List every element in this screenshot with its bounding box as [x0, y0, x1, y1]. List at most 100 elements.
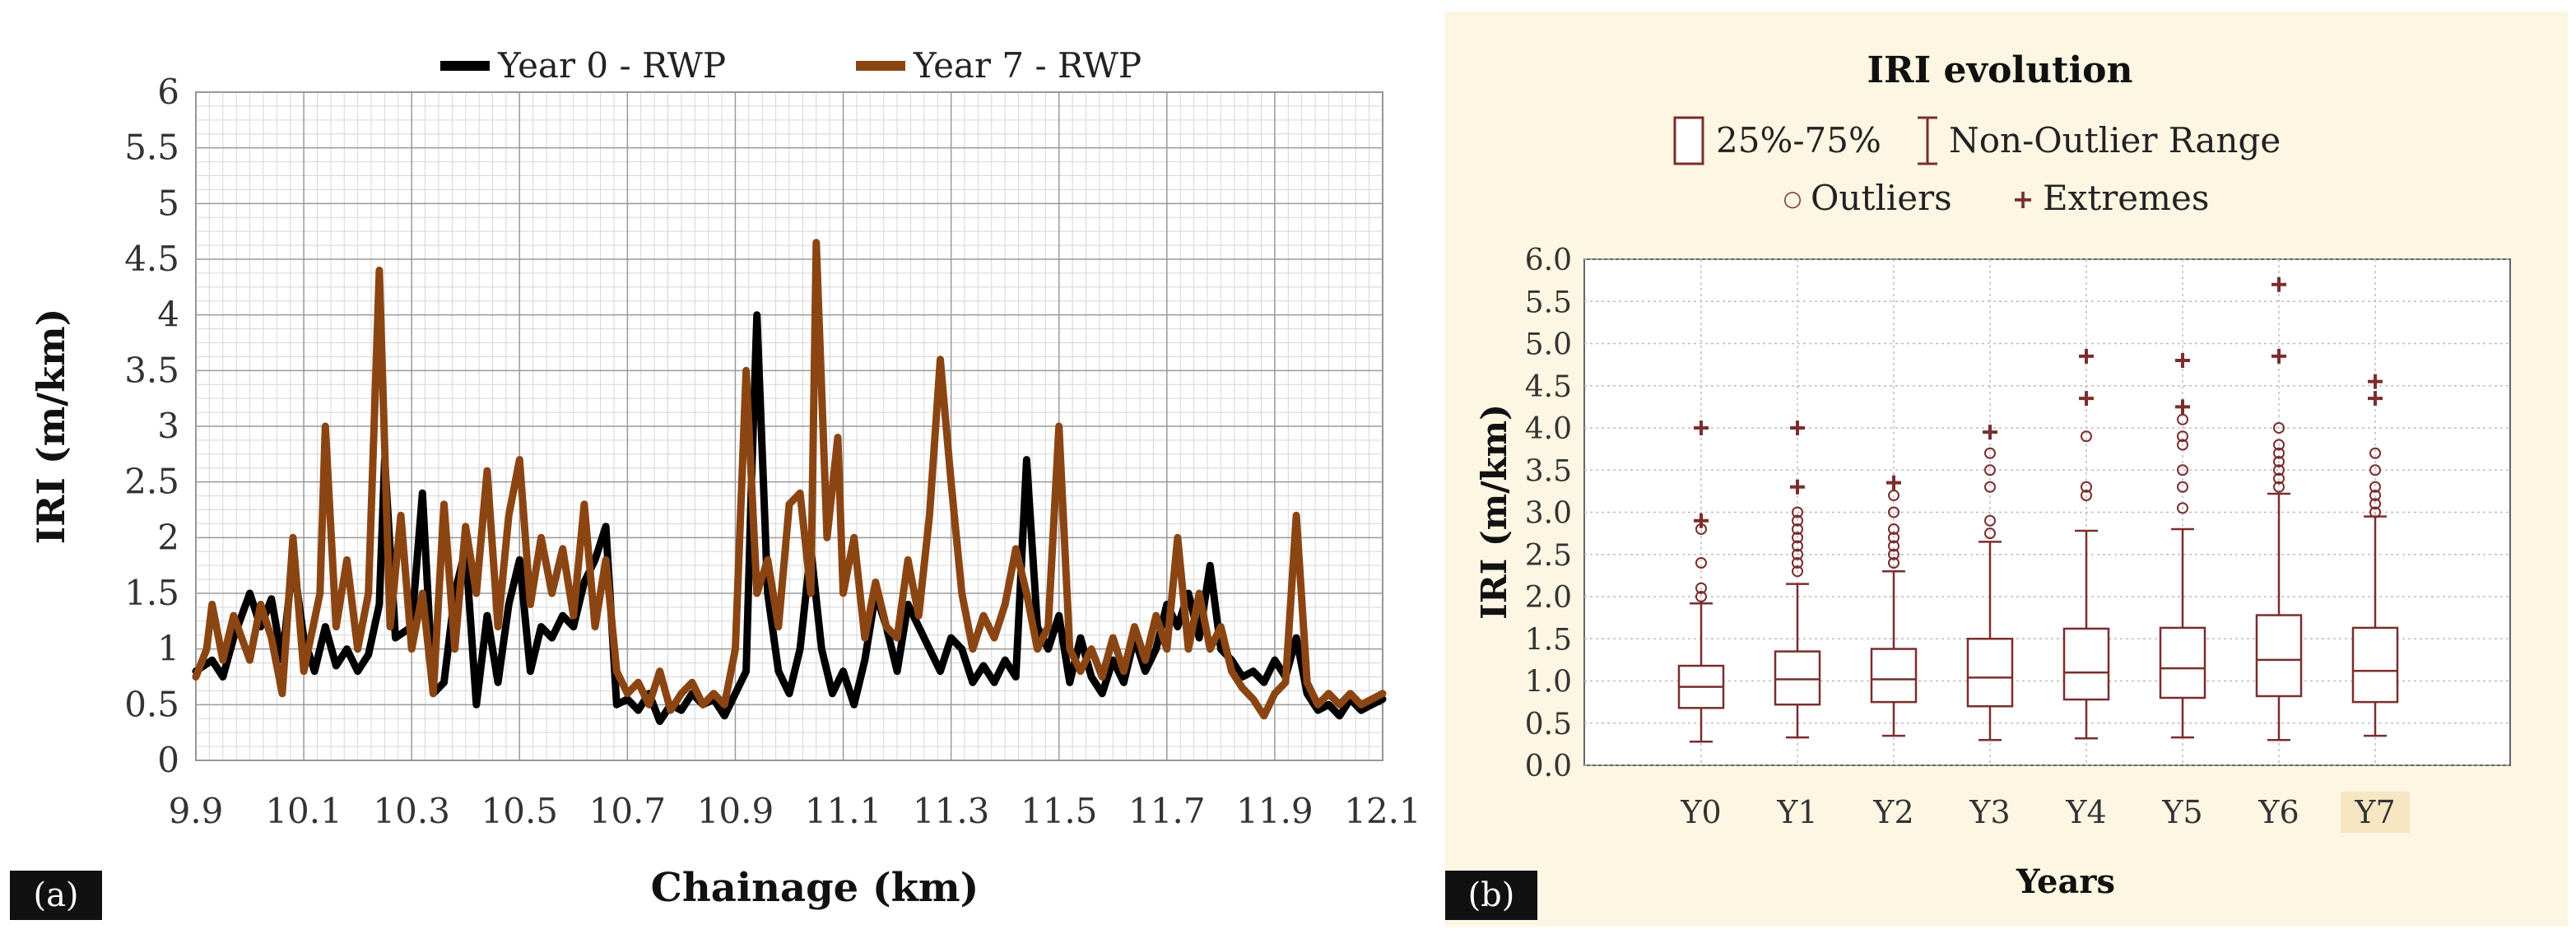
panel-a-series — [192, 239, 1387, 726]
outlier-point — [1984, 481, 1996, 493]
outlier-point — [2273, 422, 2285, 434]
outlier-point — [2369, 498, 2381, 510]
outlier-point — [1792, 532, 1803, 544]
x-tick-label: 10.3 — [373, 791, 450, 831]
panel-b-label: (b) — [1468, 876, 1515, 914]
outlier-point — [2081, 430, 2092, 443]
extreme-point — [2175, 399, 2190, 415]
y-tick-label: 1.5 — [1525, 623, 1572, 657]
iqr-box — [2062, 627, 2110, 701]
outlier-point — [1888, 506, 1899, 518]
legend-box-icon — [1673, 116, 1704, 165]
outlier-point — [2273, 447, 2285, 459]
y-tick-label: 4.5 — [124, 239, 179, 279]
outlier-point — [1695, 591, 1707, 602]
y-tick-label: 3 — [157, 406, 179, 446]
box-y6 — [2255, 276, 2303, 741]
y-tick-label: 0.5 — [124, 684, 179, 724]
y-tick-label: 2 — [157, 517, 179, 557]
extreme-point — [1983, 425, 1997, 440]
outlier-point — [1792, 557, 1803, 569]
outlier-point — [1792, 506, 1803, 518]
box-y3 — [1966, 425, 2014, 741]
outlier-point — [2369, 506, 2381, 518]
outlier-point — [2081, 481, 2092, 493]
panel-b-title: IRI evolution — [1867, 49, 2132, 91]
x-tick-label: 10.9 — [697, 791, 774, 831]
outlier-point — [1695, 557, 1707, 569]
legend-label-year7: Year 7 - RWP — [913, 45, 1142, 86]
x-tick-label: 11.1 — [805, 791, 882, 831]
extreme-point — [2175, 353, 2190, 368]
extreme-point — [2271, 276, 2286, 292]
y-tick-label: 4.0 — [1525, 412, 1572, 446]
extreme-point — [1790, 479, 1805, 495]
legend-outlier-label: Outliers — [1811, 178, 1952, 218]
panel-a-y-axis-title: IRI (m/km) — [29, 309, 73, 545]
x-tick-label: 9.9 — [169, 791, 224, 831]
y-tick-label: 3.0 — [1525, 497, 1572, 531]
x-tick-label: 11.5 — [1021, 791, 1098, 831]
y-tick-label: 5.5 — [124, 128, 179, 168]
panel-a-label: (a) — [33, 876, 78, 914]
legend-whisker-label: Non-Outlier Range — [1949, 120, 2281, 160]
y-tick-label: 2.5 — [1525, 539, 1572, 573]
outlier-point — [2177, 413, 2188, 425]
panel-a-line-chart: Year 0 - RWP Year 7 - RWP 00.511.522.533… — [10, 45, 1421, 920]
legend-label-year0: Year 0 - RWP — [497, 45, 726, 86]
iqr-box — [1966, 638, 2014, 708]
panel-b-legend: 25%-75% Non-Outlier Range ○ Outliers + E… — [1673, 116, 2281, 218]
y-tick-label: 2.5 — [124, 462, 179, 502]
panel-a-y-tick-labels: 0 0.5 1 1.5 2 2.5 3 3.5 4 4.5 5 5.5 6 — [124, 72, 179, 780]
x-tick-label: Y6 — [2257, 794, 2299, 830]
x-tick-label: 11.9 — [1236, 791, 1314, 831]
legend-outlier-icon: ○ — [1783, 187, 1802, 211]
outlier-point — [2273, 481, 2285, 493]
iqr-box — [1870, 648, 1918, 704]
y-tick-label: 4.5 — [1525, 370, 1572, 404]
y-tick-label: 0.5 — [1525, 708, 1572, 741]
outlier-point — [1984, 464, 1996, 476]
panel-a-label-box — [10, 871, 102, 920]
y-tick-label: 3.5 — [1525, 454, 1572, 488]
outlier-point — [2369, 490, 2381, 501]
outlier-point — [1888, 548, 1899, 560]
legend-extreme-label: Extremes — [2043, 178, 2209, 218]
x-tick-label: Y4 — [2065, 794, 2106, 830]
y-tick-label: 5.0 — [1525, 328, 1572, 362]
x-tick-label: Y1 — [1776, 794, 1817, 830]
outlier-point — [1888, 557, 1899, 569]
panel-b-gridlines — [1584, 258, 2510, 766]
panel-b-x-tick-labels: Y0 Y1 Y2 Y3 Y4 Y5 Y6 Y7 — [1680, 792, 2410, 833]
y-tick-label: 4 — [157, 295, 179, 335]
y-tick-label: 1.0 — [1525, 666, 1572, 699]
extreme-point — [2079, 391, 2094, 407]
outlier-point — [2177, 464, 2188, 476]
outlier-point — [1984, 527, 1996, 540]
y-tick-label: 1 — [157, 629, 179, 669]
extreme-point — [2368, 374, 2383, 389]
y-tick-label: 0 — [157, 740, 179, 780]
y-tick-label: 5 — [157, 183, 179, 223]
extreme-point — [2079, 348, 2094, 364]
x-tick-label: 10.7 — [589, 791, 667, 831]
extreme-point — [1694, 513, 1709, 528]
outlier-point — [1984, 447, 1996, 459]
x-tick-label: 12.1 — [1344, 791, 1421, 831]
outlier-point — [2177, 430, 2188, 443]
legend-box-label: 25%-75% — [1716, 120, 1881, 160]
box-y0 — [1677, 421, 1725, 743]
outlier-point — [1695, 582, 1707, 594]
outlier-point — [1792, 523, 1803, 535]
outlier-point — [2369, 447, 2381, 459]
x-tick-label: Y3 — [1969, 794, 2010, 830]
outlier-point — [1792, 514, 1803, 527]
y-tick-label: 1.5 — [124, 573, 179, 613]
outlier-point — [2273, 456, 2285, 467]
x-tick-label: Y2 — [1872, 794, 1913, 830]
panel-a-x-tick-labels: 9.9 10.1 10.3 10.5 10.7 10.9 11.1 11.3 11.5 11.7 1… — [169, 791, 1421, 831]
extreme-point — [1790, 421, 1805, 435]
outlier-point — [2273, 472, 2285, 485]
y-tick-label: 0.0 — [1525, 750, 1572, 783]
